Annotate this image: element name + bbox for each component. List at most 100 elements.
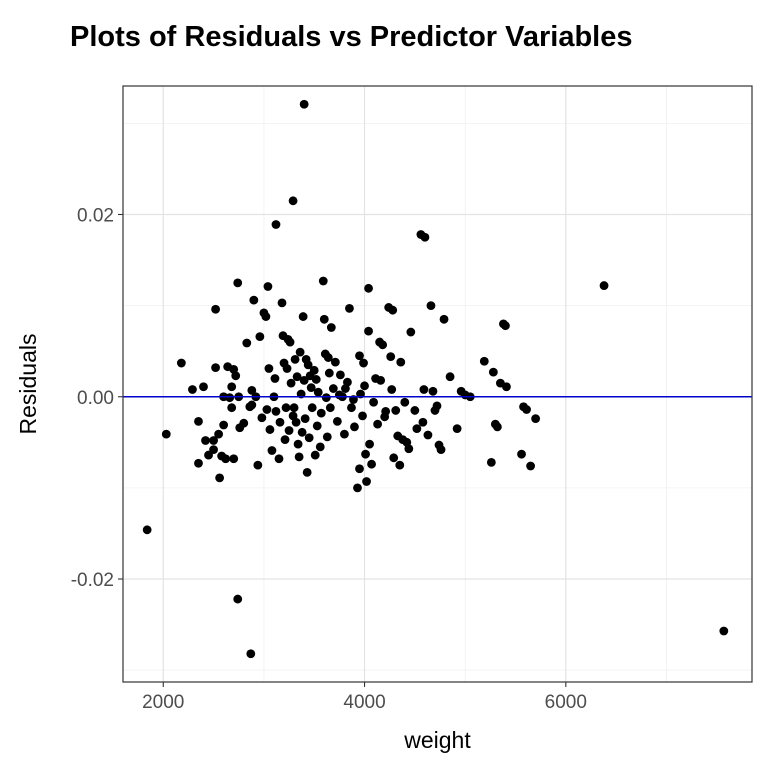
data-point xyxy=(321,393,331,403)
data-point xyxy=(209,436,218,445)
data-point xyxy=(306,383,316,393)
data-point xyxy=(281,403,291,413)
data-point xyxy=(233,594,243,604)
x-tick-label: 2000 xyxy=(142,692,184,713)
data-point xyxy=(289,403,299,413)
data-point xyxy=(359,358,368,368)
data-point xyxy=(176,358,186,368)
data-point xyxy=(364,326,373,336)
data-point xyxy=(233,278,243,288)
x-axis-title: weight xyxy=(403,727,471,753)
data-point xyxy=(194,416,203,426)
data-point xyxy=(247,385,257,395)
data-point xyxy=(396,357,406,367)
data-point xyxy=(271,406,281,416)
minor-gridlines xyxy=(123,86,752,682)
data-point xyxy=(387,385,397,394)
data-point xyxy=(323,353,333,362)
data-point xyxy=(319,314,329,324)
y-tick-label: 0.02 xyxy=(77,205,114,226)
data-point xyxy=(335,370,345,380)
data-point xyxy=(161,429,171,439)
data-point xyxy=(229,454,239,464)
data-point xyxy=(264,364,274,373)
data-point xyxy=(310,450,320,460)
data-point xyxy=(297,427,307,437)
data-point xyxy=(386,352,396,362)
data-point xyxy=(358,411,367,421)
data-point xyxy=(381,406,391,416)
data-point xyxy=(332,416,342,426)
data-point xyxy=(365,439,374,449)
data-point xyxy=(290,354,300,364)
data-point xyxy=(364,283,373,293)
data-point xyxy=(292,372,302,382)
x-axis: 2000 4000 6000 xyxy=(142,682,587,713)
data-point xyxy=(227,382,237,392)
data-point xyxy=(299,99,309,109)
data-point xyxy=(355,351,364,361)
data-point xyxy=(262,405,272,414)
data-point xyxy=(343,377,352,387)
data-point xyxy=(257,413,267,423)
data-point xyxy=(201,436,210,445)
data-point xyxy=(378,340,388,350)
data-point xyxy=(531,414,541,424)
data-point xyxy=(315,442,325,452)
data-point xyxy=(388,305,398,315)
data-point xyxy=(428,386,438,396)
data-point xyxy=(194,458,203,468)
data-point xyxy=(404,444,414,454)
data-point xyxy=(253,460,263,470)
data-point xyxy=(291,417,301,427)
data-point xyxy=(261,312,271,321)
data-point xyxy=(340,429,349,439)
data-point xyxy=(492,422,502,432)
data-point xyxy=(355,464,364,474)
data-point xyxy=(420,232,430,242)
data-point xyxy=(309,365,319,375)
data-point xyxy=(312,421,322,431)
data-point xyxy=(293,439,303,449)
data-point xyxy=(406,327,416,337)
data-point xyxy=(376,375,386,385)
data-point xyxy=(255,332,265,342)
y-axis: -0.02 0.00 0.02 xyxy=(71,205,123,591)
data-point xyxy=(188,385,197,394)
data-point xyxy=(247,400,257,410)
data-point xyxy=(285,337,295,347)
data-point xyxy=(360,381,369,391)
data-point xyxy=(231,371,241,381)
data-point xyxy=(300,414,310,424)
data-point xyxy=(526,461,535,471)
data-point xyxy=(225,393,235,403)
data-point xyxy=(270,374,280,383)
data-point xyxy=(211,363,220,372)
data-point xyxy=(284,426,294,435)
y-axis-title: Residuals xyxy=(15,334,41,435)
data-point xyxy=(439,314,449,324)
data-point xyxy=(362,477,371,486)
data-point xyxy=(373,419,383,429)
data-point xyxy=(274,454,284,464)
data-point xyxy=(280,435,290,444)
data-point xyxy=(298,312,308,321)
data-point xyxy=(522,405,531,414)
data-point xyxy=(275,417,285,427)
data-point xyxy=(214,429,224,439)
data-point xyxy=(221,454,231,464)
data-point xyxy=(304,433,314,443)
data-point xyxy=(395,460,405,470)
x-tick-label: 4000 xyxy=(343,692,385,713)
data-point xyxy=(219,420,229,430)
data-point xyxy=(249,295,259,305)
data-point xyxy=(452,424,462,434)
data-point xyxy=(479,356,489,366)
data-point xyxy=(322,432,332,442)
plot-panel-border xyxy=(122,85,753,683)
data-point xyxy=(199,382,208,392)
data-point xyxy=(325,403,335,413)
data-point xyxy=(419,385,429,394)
data-point xyxy=(267,446,277,455)
data-points xyxy=(142,99,729,659)
